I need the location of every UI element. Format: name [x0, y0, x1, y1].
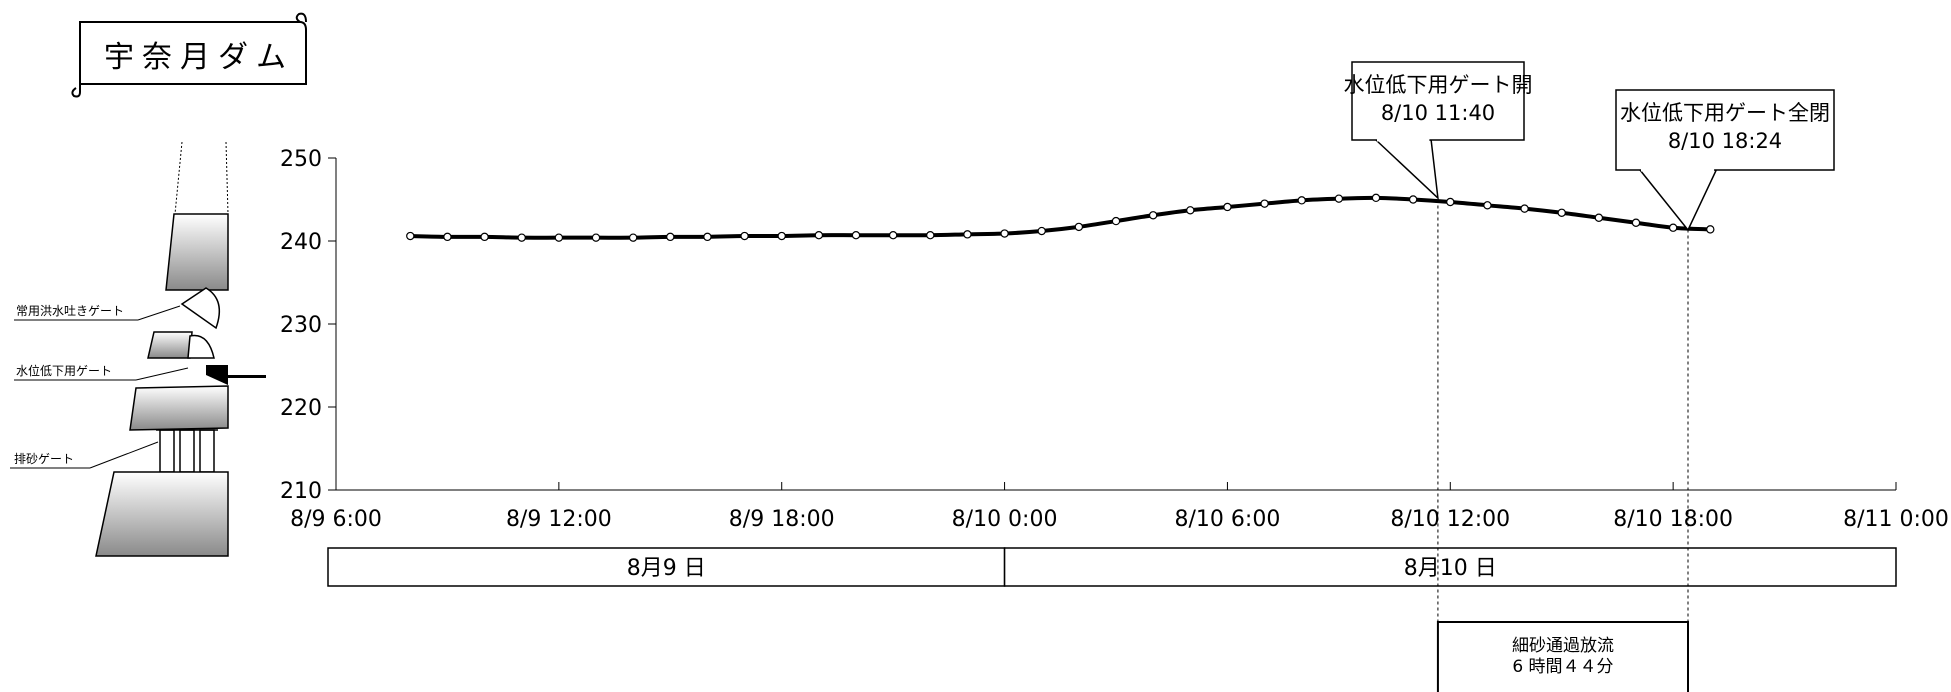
- data-point: [666, 232, 675, 242]
- y-ticks: 250 240 230 220 210: [280, 147, 336, 504]
- data-point: [1260, 199, 1269, 208]
- data-point: [851, 230, 861, 240]
- duration-value: 6 時間４４分: [1512, 657, 1613, 677]
- data-point: [814, 230, 824, 240]
- data-point: [1334, 194, 1344, 203]
- data-point: [443, 232, 452, 242]
- data-point: [480, 232, 489, 242]
- data-point: [1371, 193, 1381, 203]
- y-tick-label: 230: [280, 313, 322, 338]
- x-ticks: 8/9 6:00 8/9 12:00 8/9 18:00 8/10 0:00 8/10 …: [290, 482, 1949, 532]
- callout-title: 水位低下用ゲート開: [1344, 73, 1533, 97]
- sediment-gate-label: 排砂ゲート: [14, 452, 74, 466]
- data-point: [1668, 223, 1678, 232]
- x-tick-label: 8/10 18:00: [1613, 507, 1733, 532]
- drawdown-gate-shape: [187, 334, 215, 359]
- data-point: [1223, 202, 1232, 212]
- data-point: [591, 233, 601, 242]
- data-point: [888, 230, 898, 240]
- callout-pointer: [1374, 139, 1439, 200]
- data-point: [1037, 226, 1046, 236]
- data-point: [1408, 195, 1418, 204]
- data-point: [628, 233, 638, 242]
- data-point: [1631, 218, 1641, 227]
- data-point: [1111, 216, 1121, 226]
- callout-title: 水位低下用ゲート全閉: [1620, 101, 1830, 125]
- data-point: [1000, 229, 1009, 238]
- data-point: [1148, 211, 1158, 220]
- y-tick-label: 210: [280, 479, 322, 504]
- duration-label: 細砂通過放流: [1512, 636, 1614, 656]
- x-tick-label: 8/10 12:00: [1390, 507, 1510, 532]
- dam-upper-block: [165, 213, 229, 291]
- data-point: [1520, 204, 1529, 213]
- x-tick-label: 8/9 12:00: [506, 507, 612, 532]
- water-level-line: [410, 195, 1711, 240]
- day-label: 8月9 日: [627, 556, 706, 581]
- data-point: [963, 230, 972, 239]
- data-point: [517, 233, 526, 242]
- data-point: [1074, 222, 1084, 232]
- data-point: [777, 231, 786, 241]
- day-bar: 8月9 日 8月10 日: [327, 547, 1897, 587]
- duration-box: 細砂通過放流 6 時間４４分: [1436, 621, 1689, 692]
- callout-box: [1615, 89, 1835, 171]
- callout-box: [1351, 61, 1525, 141]
- dam-base-block: [95, 471, 229, 557]
- data-point: [1297, 196, 1306, 205]
- dam-title: 宇奈月ダム: [104, 40, 294, 75]
- y-tick-label: 240: [280, 230, 322, 255]
- data-point: [406, 231, 415, 241]
- y-tick-label: 220: [280, 396, 322, 421]
- data-point: [740, 231, 749, 241]
- callout-pointer: [1638, 169, 1718, 232]
- day-cell: [1003, 547, 1897, 587]
- dam-title-scroll: 宇奈月ダム: [71, 12, 307, 98]
- data-point: [554, 233, 564, 242]
- event-guides: [1437, 199, 1689, 692]
- event-callouts: 水位低下用ゲート開 8/10 11:40 水位低下用ゲート全閉 8/10 18:24: [1344, 61, 1835, 232]
- regular-flood-gate-label: 常用洪水吐きゲート: [16, 304, 124, 318]
- data-point: [926, 230, 935, 240]
- data-point: [1446, 197, 1455, 207]
- water-level-markers: [406, 193, 1715, 242]
- data-point: [1594, 213, 1604, 222]
- y-tick-label: 250: [280, 147, 322, 172]
- dam-diagram: 常用洪水吐きゲート 水位低下用ゲート 排砂ゲート: [10, 141, 266, 557]
- regular-flood-gate-shape: [180, 287, 221, 330]
- data-point: [1706, 225, 1715, 234]
- x-tick-label: 8/10 0:00: [952, 507, 1058, 532]
- dam-middle-block-left: [147, 331, 193, 359]
- data-point: [1557, 208, 1566, 217]
- day-label: 8月10 日: [1404, 556, 1497, 581]
- dam-lower-block: [129, 385, 229, 431]
- x-tick-label: 8/11 0:00: [1843, 507, 1949, 532]
- callout-time: 8/10 11:40: [1381, 101, 1495, 125]
- data-point: [1483, 201, 1492, 210]
- data-point: [1186, 206, 1195, 215]
- x-tick-label: 8/9 6:00: [290, 507, 382, 532]
- flow-arrow: [206, 365, 266, 385]
- x-tick-label: 8/10 6:00: [1175, 507, 1281, 532]
- callout-time: 8/10 18:24: [1668, 129, 1782, 153]
- x-tick-label: 8/9 18:00: [729, 507, 835, 532]
- data-point: [703, 232, 712, 242]
- drawdown-gate-label: 水位低下用ゲート: [16, 363, 112, 378]
- chart-axes: [335, 158, 1896, 491]
